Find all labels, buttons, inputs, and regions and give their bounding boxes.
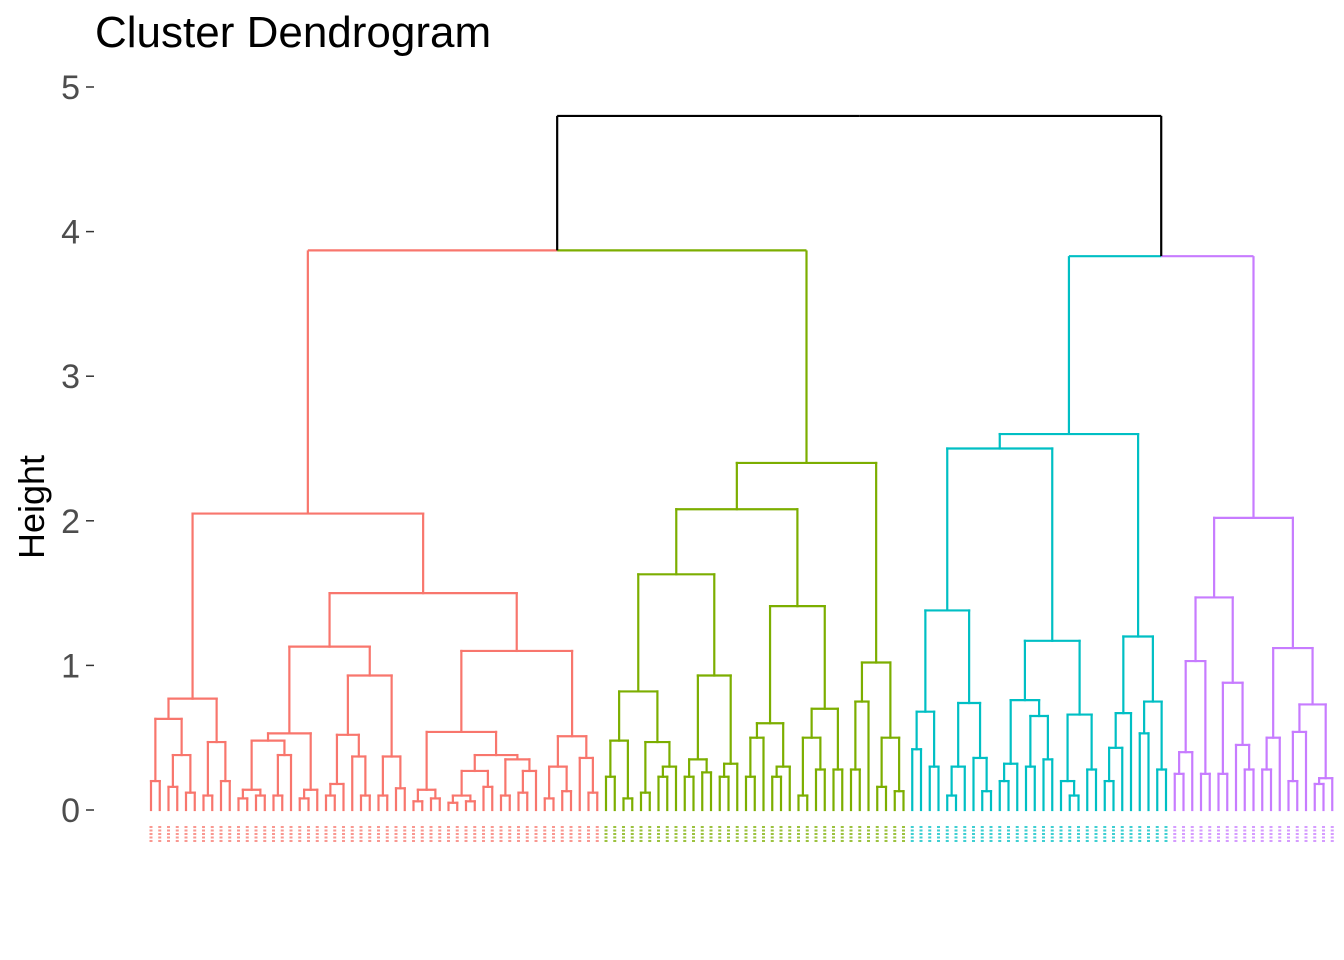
y-tick-label: 3 [61, 358, 80, 396]
y-tick-label: 2 [61, 503, 80, 541]
y-tick-label: 5 [61, 69, 80, 107]
y-tick-label: 1 [61, 647, 80, 685]
y-tick-label: 4 [61, 214, 80, 252]
chart-title: Cluster Dendrogram [95, 8, 492, 57]
y-tick-label: 0 [61, 792, 80, 830]
